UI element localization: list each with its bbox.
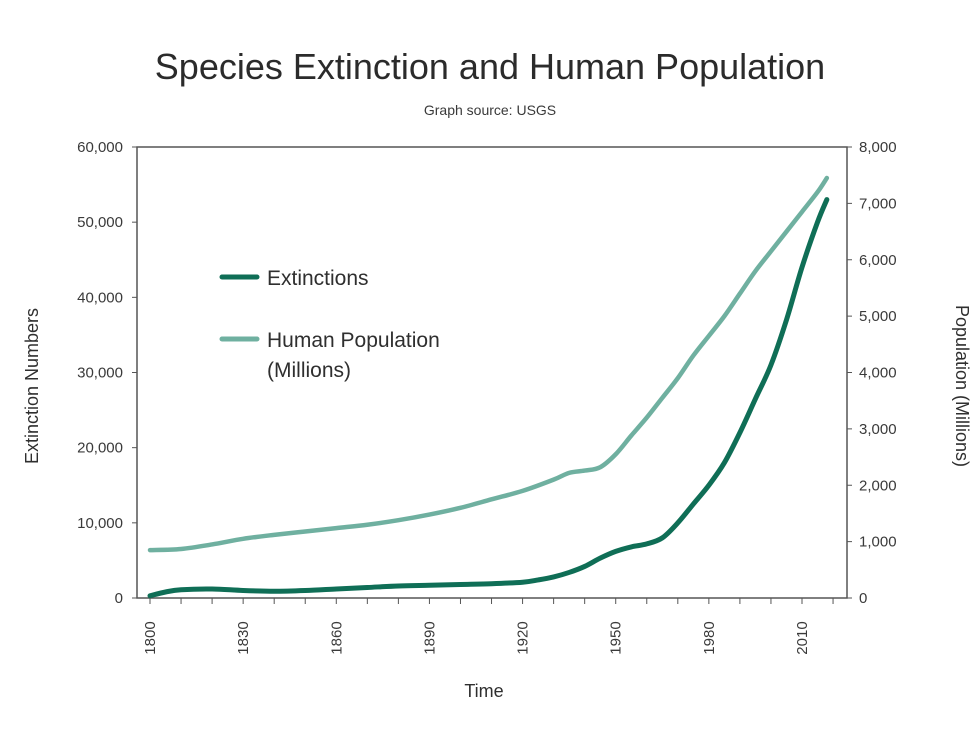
y-right-tick-label: 8,000: [859, 139, 897, 156]
legend-label-extinctions: Extinctions: [267, 267, 369, 290]
y-right-tick-label: 4,000: [859, 365, 897, 382]
y-left-tick-label: 40,000: [77, 289, 123, 306]
plot-frame: [136, 146, 848, 599]
y-right-axis-label: Population (Millions): [952, 305, 972, 467]
x-tick-label: 1860: [328, 621, 345, 654]
y-left-axis-label: Extinction Numbers: [22, 308, 42, 464]
y-left-tick-label: 30,000: [77, 365, 123, 382]
series-layer: [147, 175, 830, 599]
x-tick-label: 1980: [701, 621, 718, 654]
y-left-tick-label: 0: [115, 590, 123, 607]
y-left-tick-label: 60,000: [77, 139, 123, 156]
y-right-tick-label: 2,000: [859, 477, 897, 494]
y-right-tick-label: 1,000: [859, 534, 897, 551]
chart-title: Species Extinction and Human Population: [155, 46, 825, 87]
legend: Extinctions Human Population (Millions): [219, 267, 440, 382]
y-right-tick-label: 3,000: [859, 421, 897, 438]
chart-subtitle: Graph source: USGS: [424, 102, 556, 118]
series-line-human-population: [147, 175, 830, 553]
legend-label-human-population-units: (Millions): [267, 359, 351, 382]
y-left-tick-label: 10,000: [77, 515, 123, 532]
x-tick-label: 1800: [142, 621, 159, 654]
y-left-axis-ticks: 0 10,000 20,000 30,000 40,000 50,000 60,000: [77, 139, 137, 607]
y-right-axis-ticks: 0 1,000 2,000 3,000 4,000 5,000 6,000 7,000 8,00…: [847, 139, 897, 607]
y-right-tick-label: 5,000: [859, 308, 897, 325]
x-tick-label: 1920: [515, 621, 532, 654]
y-left-tick-label: 50,000: [77, 214, 123, 231]
x-tick-label: 1950: [608, 621, 625, 654]
y-left-tick-label: 20,000: [77, 440, 123, 457]
y-right-tick-label: 0: [859, 590, 867, 607]
series-line-extinctions: [147, 197, 830, 599]
x-tick-label: 2010: [794, 621, 811, 654]
x-axis-ticks: 1800 1830 1860 1890 1920 1950 1980 2010: [142, 598, 834, 655]
x-tick-label: 1890: [421, 621, 438, 654]
x-tick-label: 1830: [235, 621, 252, 654]
x-axis-label: Time: [464, 681, 503, 701]
y-right-tick-label: 7,000: [859, 195, 897, 212]
legend-label-human-population: Human Population: [267, 329, 440, 352]
y-right-tick-label: 6,000: [859, 252, 897, 269]
